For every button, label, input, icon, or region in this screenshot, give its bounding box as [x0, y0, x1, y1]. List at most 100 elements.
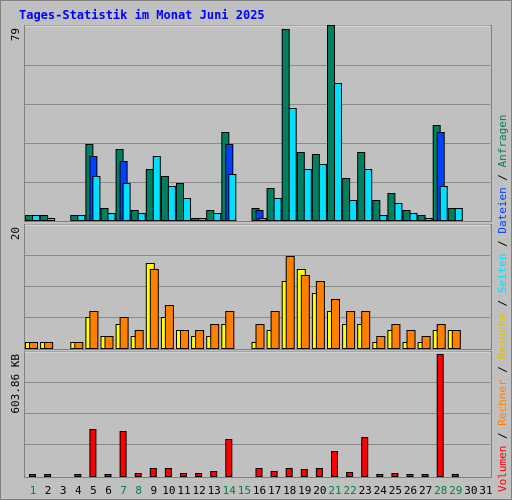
bar-seiten	[213, 213, 222, 221]
bar-volumen	[210, 471, 218, 477]
x-tick-label: 31	[479, 484, 492, 497]
bar-anfragen	[402, 210, 411, 221]
bar-rechner	[149, 269, 159, 349]
bar-anfragen	[176, 183, 184, 221]
bar-volumen	[331, 451, 338, 477]
legend-item-dateien: Dateien	[496, 187, 509, 233]
legend-separator: /	[496, 360, 509, 380]
bar-seiten	[122, 183, 131, 221]
panel-visits: 20	[9, 224, 492, 350]
bar-anfragen	[311, 154, 320, 221]
bar-rechner	[29, 342, 38, 349]
bar-seiten	[183, 198, 191, 221]
x-tick-label: 5	[90, 484, 97, 497]
x-tick-label: 24	[374, 484, 388, 497]
bar-rechner	[451, 330, 461, 349]
legend: Volumen / Rechner / Besuche / Seiten / D…	[496, 114, 509, 492]
bar-rechner	[315, 281, 325, 349]
legend-item-anfragen: Anfragen	[496, 114, 509, 167]
bar-volumen	[300, 469, 308, 477]
bar-rechner	[346, 311, 356, 349]
legend-separator: /	[496, 234, 509, 254]
legend-separator: /	[496, 167, 509, 187]
bar-rechner	[89, 311, 99, 349]
bar-rechner	[255, 324, 265, 349]
x-tick-label: 9	[150, 484, 157, 497]
y-axis-label: 603.86 KB	[9, 354, 22, 414]
chart-title: Tages-Statistik im Monat Juni 2025	[19, 8, 265, 22]
x-tick-label: 20	[313, 484, 326, 497]
bar-seiten	[273, 198, 282, 221]
x-tick-label: 15	[238, 484, 251, 497]
bar-rechner	[210, 324, 220, 349]
legend-item-besuche: Besuche	[496, 313, 509, 359]
x-tick-label: 27	[419, 484, 432, 497]
bar-anfragen	[191, 218, 200, 221]
x-tick-label: 19	[298, 484, 311, 497]
bar-rechner	[361, 311, 371, 349]
bar-anfragen	[447, 208, 456, 221]
bar-rechner	[300, 275, 310, 349]
bar-volumen	[255, 468, 263, 477]
bar-volumen	[149, 468, 157, 477]
bar-anfragen	[342, 178, 351, 221]
bar-seiten	[364, 169, 373, 221]
bar-volumen	[195, 473, 203, 477]
bar-volumen	[29, 474, 36, 477]
bar-seiten	[454, 208, 463, 221]
x-tick-label: 29	[449, 484, 462, 497]
bar-seiten	[92, 176, 101, 221]
x-tick-label: 17	[268, 484, 281, 497]
bar-volumen	[436, 354, 444, 477]
bar-volumen	[391, 473, 399, 477]
bar-rechner	[195, 330, 205, 349]
bar-volumen	[119, 431, 127, 477]
bar-rechner	[406, 330, 416, 349]
bar-seiten	[77, 215, 86, 221]
bar-rechner	[74, 342, 84, 349]
bar-seiten	[349, 200, 358, 221]
bar-rechner	[436, 324, 446, 349]
bar-anfragen	[266, 188, 275, 221]
bar-rechner	[270, 311, 280, 349]
bar-rechner	[134, 330, 144, 349]
bar-seiten	[198, 218, 207, 221]
bar-rechner	[180, 330, 189, 349]
x-tick-label: 21	[328, 484, 341, 497]
legend-item-volumen: Volumen	[496, 446, 509, 492]
bar-volumen	[134, 473, 142, 477]
bar-seiten	[32, 215, 40, 221]
bar-seiten	[394, 203, 403, 221]
panel-requests: 79	[9, 25, 492, 222]
bar-anfragen	[281, 29, 290, 221]
bar-seiten	[107, 213, 116, 221]
bar-volumen	[346, 472, 354, 477]
bar-volumen	[164, 468, 172, 477]
x-tick-label: 30	[464, 484, 477, 497]
bar-rechner	[164, 305, 174, 349]
bar-seiten	[137, 213, 146, 221]
x-tick-label: 26	[404, 484, 417, 497]
bar-anfragen	[417, 215, 426, 221]
bar-rechner	[225, 311, 235, 349]
bar-anfragen	[387, 193, 396, 221]
bar-anfragen	[145, 169, 154, 221]
bar-seiten	[379, 215, 388, 221]
bar-rechner	[104, 336, 114, 349]
legend-item-seiten: Seiten	[496, 254, 509, 294]
x-tick-label: 1	[30, 484, 37, 497]
bar-anfragen	[160, 176, 169, 221]
x-tick-label: 11	[177, 484, 190, 497]
bar-seiten	[424, 218, 433, 221]
bar-seiten	[318, 164, 327, 221]
bar-volumen	[451, 474, 459, 477]
bar-seiten	[152, 156, 161, 221]
bar-anfragen	[206, 210, 215, 221]
x-tick-label: 16	[253, 484, 266, 497]
x-tick-label: 7	[120, 484, 127, 497]
bar-anfragen	[25, 215, 33, 221]
bar-rechner	[331, 299, 340, 349]
bar-seiten	[334, 83, 342, 221]
bar-volumen	[376, 474, 384, 477]
bar-rechner	[44, 342, 54, 349]
